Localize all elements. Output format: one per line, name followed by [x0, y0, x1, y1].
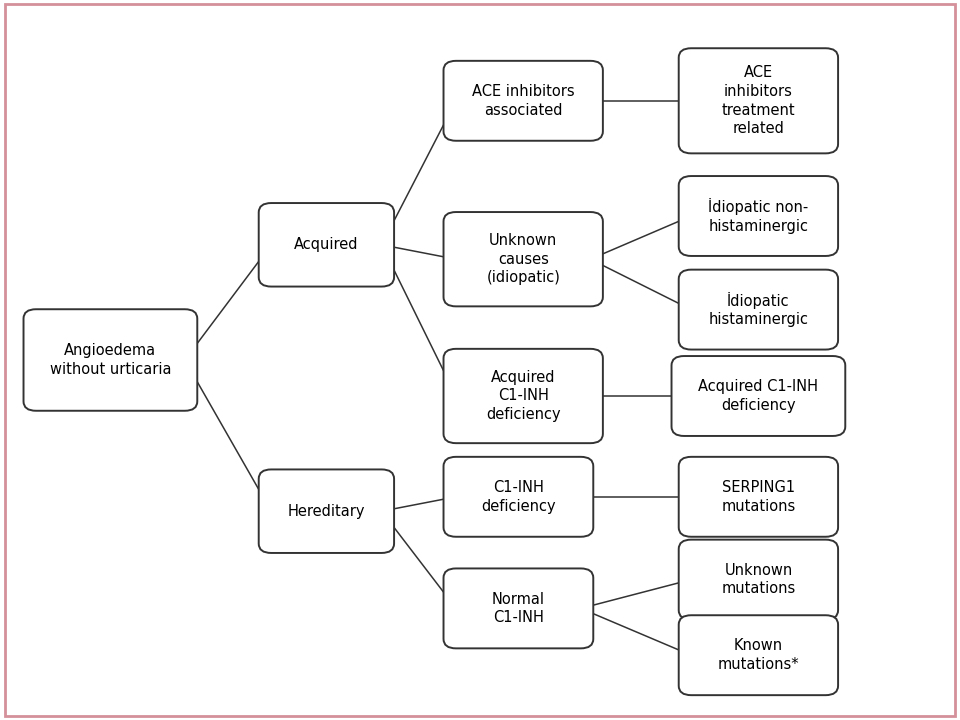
FancyBboxPatch shape [444, 212, 603, 307]
Text: Known
mutations*: Known mutations* [717, 639, 800, 672]
FancyBboxPatch shape [672, 356, 846, 436]
FancyBboxPatch shape [24, 310, 198, 410]
Text: Angioedema
without urticaria: Angioedema without urticaria [50, 343, 171, 377]
FancyBboxPatch shape [444, 61, 603, 141]
Text: Acquired: Acquired [294, 238, 359, 252]
Text: C1-INH
deficiency: C1-INH deficiency [481, 480, 556, 513]
FancyBboxPatch shape [444, 348, 603, 443]
Text: Unknown
causes
(idiopatic): Unknown causes (idiopatic) [487, 233, 560, 285]
FancyBboxPatch shape [679, 457, 838, 537]
Text: İdiopatic non-
histaminergic: İdiopatic non- histaminergic [708, 198, 808, 234]
FancyBboxPatch shape [679, 615, 838, 696]
FancyBboxPatch shape [679, 176, 838, 256]
Text: Acquired
C1-INH
deficiency: Acquired C1-INH deficiency [486, 370, 561, 422]
Text: Acquired C1-INH
deficiency: Acquired C1-INH deficiency [699, 379, 818, 413]
Text: İdiopatic
histaminergic: İdiopatic histaminergic [708, 292, 808, 328]
Text: Normal
C1-INH: Normal C1-INH [492, 592, 545, 625]
Text: ACE inhibitors
associated: ACE inhibitors associated [472, 84, 574, 117]
FancyBboxPatch shape [679, 270, 838, 350]
FancyBboxPatch shape [259, 203, 395, 287]
Text: Unknown
mutations: Unknown mutations [721, 563, 796, 596]
FancyBboxPatch shape [679, 48, 838, 153]
FancyBboxPatch shape [444, 457, 593, 537]
FancyBboxPatch shape [259, 469, 395, 553]
FancyBboxPatch shape [679, 540, 838, 619]
Text: SERPING1
mutations: SERPING1 mutations [721, 480, 796, 513]
Text: Hereditary: Hereditary [288, 504, 365, 518]
Text: ACE
inhibitors
treatment
related: ACE inhibitors treatment related [722, 66, 795, 136]
FancyBboxPatch shape [444, 569, 593, 648]
